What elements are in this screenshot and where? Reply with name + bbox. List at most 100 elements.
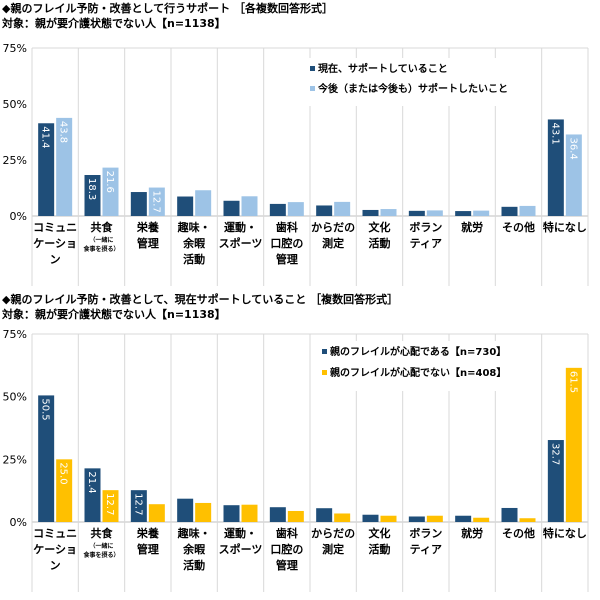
category-label: 活動	[369, 236, 391, 250]
chart-title: ◆親のフレイル予防・改善として行うサポート ［各複数回答形式］	[2, 1, 333, 15]
data-label: 21.4	[86, 471, 97, 493]
legend-box	[302, 58, 502, 106]
category-label: からだの	[311, 527, 355, 540]
bar	[102, 167, 119, 216]
category-label: 歯科	[276, 526, 298, 540]
category-label: その他	[502, 220, 535, 234]
data-label: 2.9	[364, 497, 375, 513]
data-label: 2.5	[428, 192, 439, 208]
category-label: ケーショ	[33, 543, 77, 556]
data-label: 7.6	[197, 485, 208, 501]
bar	[547, 119, 564, 216]
category-label: その他	[502, 526, 535, 540]
data-label: 3.1	[382, 191, 393, 207]
category-label: 口腔の	[270, 236, 303, 250]
category-label: 管理	[276, 252, 298, 266]
category-note: （一緒に	[89, 542, 113, 550]
bar	[241, 196, 258, 216]
y-tick-label: 25%	[3, 453, 27, 466]
category-label: 栄養	[136, 526, 159, 540]
y-tick-label: 50%	[3, 391, 27, 404]
category-label: ン	[50, 559, 61, 572]
bar	[519, 205, 536, 216]
bar	[195, 502, 212, 522]
bar	[408, 516, 425, 522]
data-label: 1.7	[475, 500, 486, 516]
category-label: 趣味・	[177, 526, 211, 540]
bar	[316, 205, 333, 216]
bar	[547, 440, 564, 522]
category-label: 測定	[322, 542, 344, 556]
category-label: 余暇	[182, 236, 205, 250]
data-label: 12.7	[104, 493, 115, 515]
data-label: 36.4	[567, 137, 578, 159]
category-label: ボラン	[409, 220, 442, 234]
category-label: 文化	[369, 526, 391, 540]
legend-label: 現在、サポートしていること	[318, 62, 448, 75]
bar	[455, 211, 472, 216]
bar	[380, 515, 397, 522]
data-label: 12.7	[150, 191, 161, 213]
data-label: 6.3	[336, 184, 347, 200]
category-label: 管理	[137, 542, 159, 556]
bar	[316, 508, 333, 522]
data-label: 43.8	[58, 121, 69, 143]
category-label: 就労	[461, 220, 483, 234]
data-label: 1.5	[521, 500, 532, 516]
category-label: ティア	[410, 543, 442, 556]
data-label: 50.5	[40, 398, 51, 420]
bar	[177, 498, 194, 522]
category-label: スポーツ	[219, 542, 263, 556]
bar	[130, 490, 147, 522]
data-label: 10.7	[132, 168, 143, 190]
category-note: 食事を摂る）	[82, 245, 119, 253]
data-label: 9.3	[179, 481, 190, 497]
y-tick-label: 0%	[10, 516, 27, 529]
data-label: 2.7	[364, 192, 375, 208]
bar	[269, 507, 286, 522]
bar	[426, 515, 443, 522]
bar	[362, 514, 379, 522]
bar	[84, 175, 101, 216]
data-label: 8.8	[243, 178, 254, 194]
legend-swatch	[322, 370, 327, 375]
data-label: 4.4	[289, 493, 300, 509]
data-label: 61.5	[567, 371, 578, 393]
category-label: 管理	[276, 558, 298, 572]
category-note: 食事を摂る）	[82, 551, 119, 559]
data-label: 7.1	[150, 486, 161, 502]
category-note: （一緒に	[89, 236, 113, 244]
bar	[473, 517, 490, 522]
bar	[130, 192, 147, 216]
category-label: 就労	[461, 526, 483, 540]
bar	[565, 134, 582, 216]
data-label: 5.6	[503, 490, 514, 506]
y-tick-label: 25%	[3, 154, 27, 167]
bar	[473, 210, 490, 216]
bar	[334, 513, 351, 522]
data-label: 4.5	[521, 188, 532, 204]
data-label: 2.2	[410, 499, 421, 515]
category-label: からだの	[311, 221, 355, 234]
bar	[38, 123, 55, 216]
legend-swatch	[310, 86, 315, 91]
data-label: 6.7	[225, 487, 236, 503]
category-label: ボラン	[409, 526, 442, 540]
data-label: 3.4	[336, 496, 347, 512]
data-label: 2.5	[457, 498, 468, 514]
data-label: 2.5	[382, 498, 393, 514]
data-label: 8.7	[179, 179, 190, 195]
data-label: 2.5	[428, 498, 439, 514]
data-label: 5.9	[271, 489, 282, 505]
bar	[501, 206, 518, 216]
bar	[148, 504, 165, 522]
category-label: 測定	[322, 236, 344, 250]
category-label: 余暇	[182, 542, 205, 556]
data-label: 6.2	[289, 184, 300, 200]
data-label: 2.2	[457, 193, 468, 209]
data-label: 4.1	[503, 189, 514, 205]
category-label: 活動	[183, 252, 205, 266]
bar	[455, 515, 472, 522]
data-label: 2.3	[410, 193, 421, 209]
